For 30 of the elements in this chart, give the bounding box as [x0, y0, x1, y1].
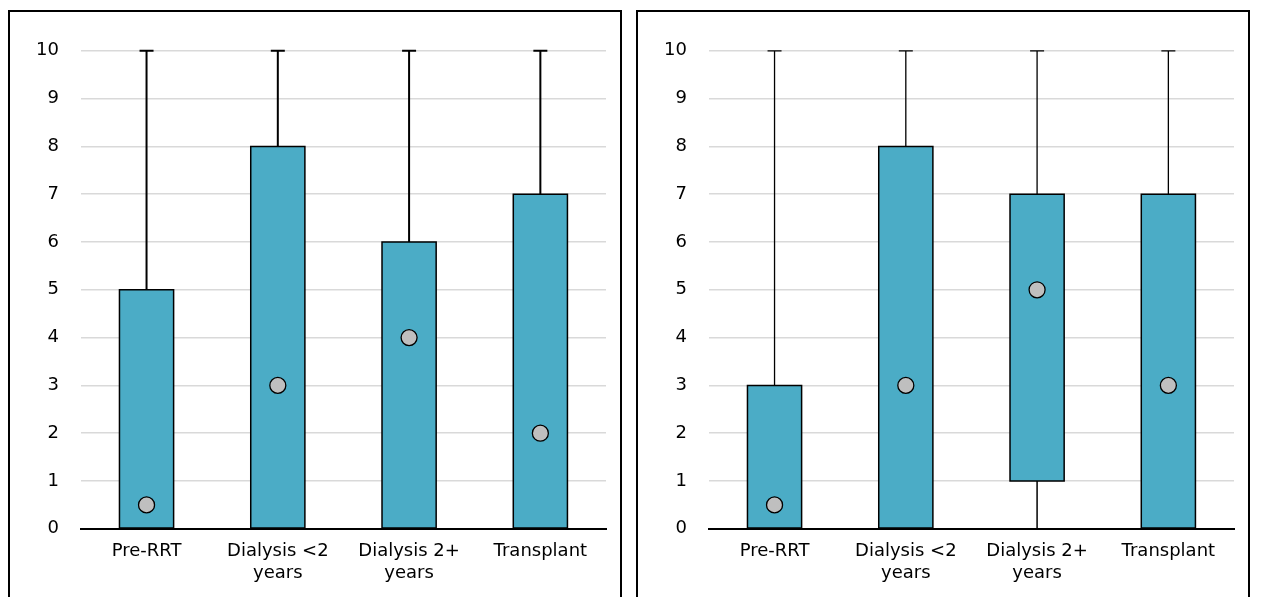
x-tick-label: Dialysis 2+ years — [358, 539, 460, 582]
y-tick-label: 5 — [47, 277, 59, 299]
y-tick-label: 10 — [664, 38, 687, 60]
y-tick-label: 7 — [47, 181, 59, 203]
y-tick-label: 6 — [675, 229, 687, 251]
y-tick-label: 6 — [47, 229, 59, 251]
y-tick-label: 1 — [675, 468, 687, 490]
x-tick-label: Pre-RRT — [111, 539, 183, 561]
x-tick-label: Pre-RRT — [739, 539, 811, 561]
y-tick-label: 5 — [675, 277, 687, 299]
x-tick-label: Dialysis <2 years — [855, 539, 957, 582]
y-tick-label: 8 — [675, 134, 687, 156]
y-tick-label: 3 — [47, 373, 59, 395]
y-tick-label: 8 — [47, 134, 59, 156]
y-tick-label: 2 — [47, 420, 59, 442]
y-tick-label: 0 — [675, 516, 687, 538]
y-tick-label: 9 — [47, 86, 59, 108]
y-tick-label: 10 — [36, 38, 59, 60]
x-tick-label: Transplant — [1120, 539, 1216, 561]
y-tick-label: 9 — [675, 86, 687, 108]
y-tick-label: 3 — [675, 373, 687, 395]
x-tick-label: Transplant — [492, 539, 588, 561]
y-tick-label: 4 — [47, 325, 59, 347]
y-tick-label: 1 — [47, 468, 59, 490]
y-tick-label: 7 — [675, 181, 687, 203]
y-tick-label: 2 — [675, 420, 687, 442]
y-tick-label: 0 — [47, 516, 59, 538]
x-tick-label: Dialysis <2 years — [227, 539, 329, 582]
x-tick-label: Dialysis 2+ years — [986, 539, 1088, 582]
y-tick-label: 4 — [675, 325, 687, 347]
